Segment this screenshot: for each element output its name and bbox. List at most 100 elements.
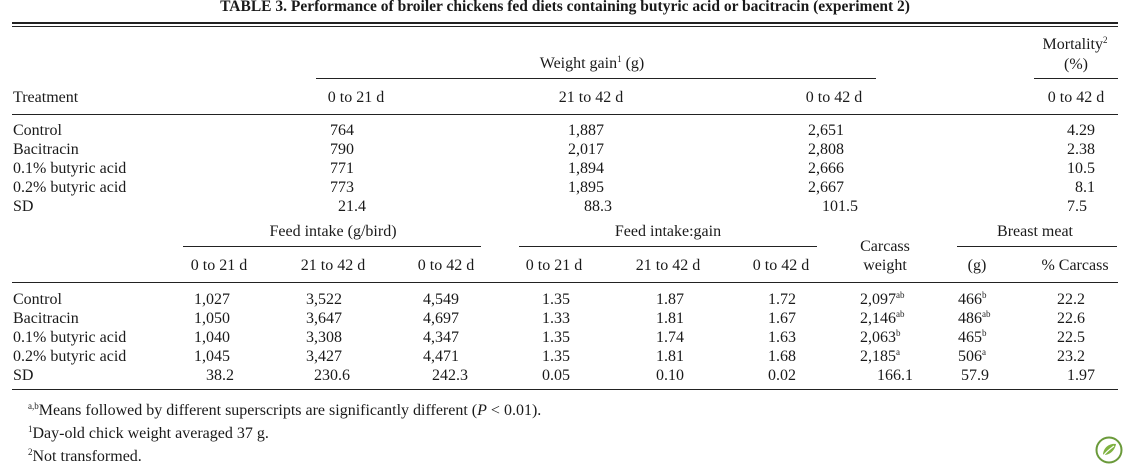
carcass-header-2: weight — [863, 257, 907, 274]
top-rule — [12, 22, 1118, 24]
table-cell: 2,808 — [808, 141, 844, 158]
carcass-cell: 2,146ab — [860, 309, 905, 327]
bottom-col-header: 0 to 21 d — [525, 257, 583, 274]
row-label: SD — [13, 198, 34, 215]
table-cell: 3,308 — [306, 329, 342, 346]
table-cell: 242.3 — [432, 367, 468, 384]
table-cell: 21.4 — [338, 198, 366, 215]
row-label: 0.1% butyric acid — [13, 329, 127, 346]
carcass-cell: 2,063b — [860, 328, 901, 346]
leaf-logo-icon — [1095, 436, 1123, 464]
footnote-not-transformed: 2Not transformed. — [28, 447, 142, 465]
table-cell: 1.35 — [542, 348, 570, 365]
table-cell: 3,647 — [306, 310, 342, 327]
table-cell: 1,045 — [194, 348, 230, 365]
bottom-col-header: % Carcass — [1041, 257, 1109, 274]
breast-g-cell: 466b — [958, 290, 987, 308]
table-cell: 4,471 — [423, 348, 459, 365]
row-label: 0.2% butyric acid — [13, 348, 127, 365]
table-cell: 1.35 — [542, 291, 570, 308]
top-header-rule — [12, 114, 1118, 115]
weight-gain-header: Weight gain1 (g) — [539, 54, 645, 72]
bottom-rule — [12, 389, 1118, 390]
table-cell: 764 — [330, 122, 354, 139]
table-cell: 4,697 — [423, 310, 459, 327]
bottom-col-header: 0 to 42 d — [417, 257, 475, 274]
table-cell: 1.68 — [768, 348, 796, 365]
table-cell: 0.05 — [542, 367, 570, 384]
carcass-header-1: Carcass — [860, 238, 910, 255]
top-rule-2 — [12, 26, 1118, 27]
feed-intake-underline — [183, 246, 481, 247]
table-cell: 1,027 — [194, 291, 230, 308]
table-cell: 38.2 — [206, 367, 234, 384]
breast-g-cell: 486ab — [958, 309, 991, 327]
table-cell: 3,427 — [306, 348, 342, 365]
feed-intake-header: Feed intake (g/bird) — [269, 223, 397, 240]
table-cell: 4,347 — [423, 329, 459, 346]
feed-gain-header: Feed intake:gain — [614, 223, 722, 240]
row-label: Control — [13, 122, 62, 139]
table-cell: 166.1 — [877, 367, 913, 384]
bottom-col-header: 21 to 42 d — [635, 257, 701, 274]
table-cell: 4.29 — [1067, 122, 1095, 139]
breast-meat-header: Breast meat — [997, 223, 1073, 240]
table-cell: 230.6 — [314, 367, 350, 384]
breast-g-cell: 506a — [958, 347, 986, 365]
row-label: Bacitracin — [13, 141, 79, 158]
table-cell: 771 — [330, 160, 354, 177]
top-col-header: 21 to 42 d — [558, 89, 624, 106]
table-cell: 1.97 — [1067, 367, 1095, 384]
table-cell: 1.87 — [656, 291, 684, 308]
bottom-col-header: (g) — [967, 257, 987, 274]
row-label: 0.2% butyric acid — [13, 179, 127, 196]
row-label: Bacitracin — [13, 310, 79, 327]
table-cell: 22.2 — [1057, 291, 1085, 308]
table-cell: 8.1 — [1075, 179, 1095, 196]
table-cell: 101.5 — [822, 198, 858, 215]
table-cell: 7.5 — [1067, 198, 1087, 215]
bottom-col-header: 0 to 21 d — [190, 257, 248, 274]
table-cell: 1,887 — [568, 122, 604, 139]
table-cell: 1.35 — [542, 329, 570, 346]
table-cell: 23.2 — [1057, 348, 1085, 365]
table-cell: 2,017 — [568, 141, 604, 158]
table-cell: 2,666 — [808, 160, 844, 177]
table-cell: 3,522 — [306, 291, 342, 308]
bottom-col-header: 0 to 42 d — [752, 257, 810, 274]
table-cell: 1,894 — [568, 160, 604, 177]
top-col-header: 0 to 42 d — [805, 89, 863, 106]
table-cell: 1.81 — [656, 348, 684, 365]
row-label: 0.1% butyric acid — [13, 160, 127, 177]
table-cell: 2.38 — [1067, 141, 1095, 158]
footnote-chick-weight: 1Day-old chick weight averaged 37 g. — [28, 424, 269, 442]
footnote-significance: a,bMeans followed by different superscri… — [28, 401, 542, 419]
mortality-underline — [1034, 78, 1118, 79]
mortality-unit: (%) — [1064, 56, 1088, 73]
table-title: TABLE 3. Performance of broiler chickens… — [220, 0, 910, 15]
table-cell: 1.81 — [656, 310, 684, 327]
bottom-col-header: 21 to 42 d — [300, 257, 366, 274]
table-cell: 1.63 — [768, 329, 796, 346]
treatment-header: Treatment — [13, 89, 79, 106]
table-cell: 88.3 — [584, 198, 612, 215]
table-cell: 1.72 — [768, 291, 796, 308]
table-cell: 22.6 — [1057, 310, 1085, 327]
table-cell: 1,050 — [194, 310, 230, 327]
top-col-header: 0 to 21 d — [327, 89, 385, 106]
table-cell: 1.74 — [656, 329, 684, 346]
row-label: SD — [13, 367, 34, 384]
top-col-header: 0 to 42 d — [1047, 89, 1105, 106]
table-cell: 0.10 — [656, 367, 684, 384]
row-label: Control — [13, 291, 62, 308]
table-cell: 10.5 — [1067, 160, 1095, 177]
table-cell: 790 — [330, 141, 354, 158]
table-cell: 1,895 — [568, 179, 604, 196]
table-cell: 773 — [330, 179, 354, 196]
table-cell: 2,667 — [808, 179, 844, 196]
table-cell: 2,651 — [808, 122, 844, 139]
weight-gain-underline — [316, 78, 876, 79]
feed-gain-underline — [519, 246, 817, 247]
table-cell: 1.67 — [768, 310, 796, 327]
breast-g-cell: 465b — [958, 328, 987, 346]
